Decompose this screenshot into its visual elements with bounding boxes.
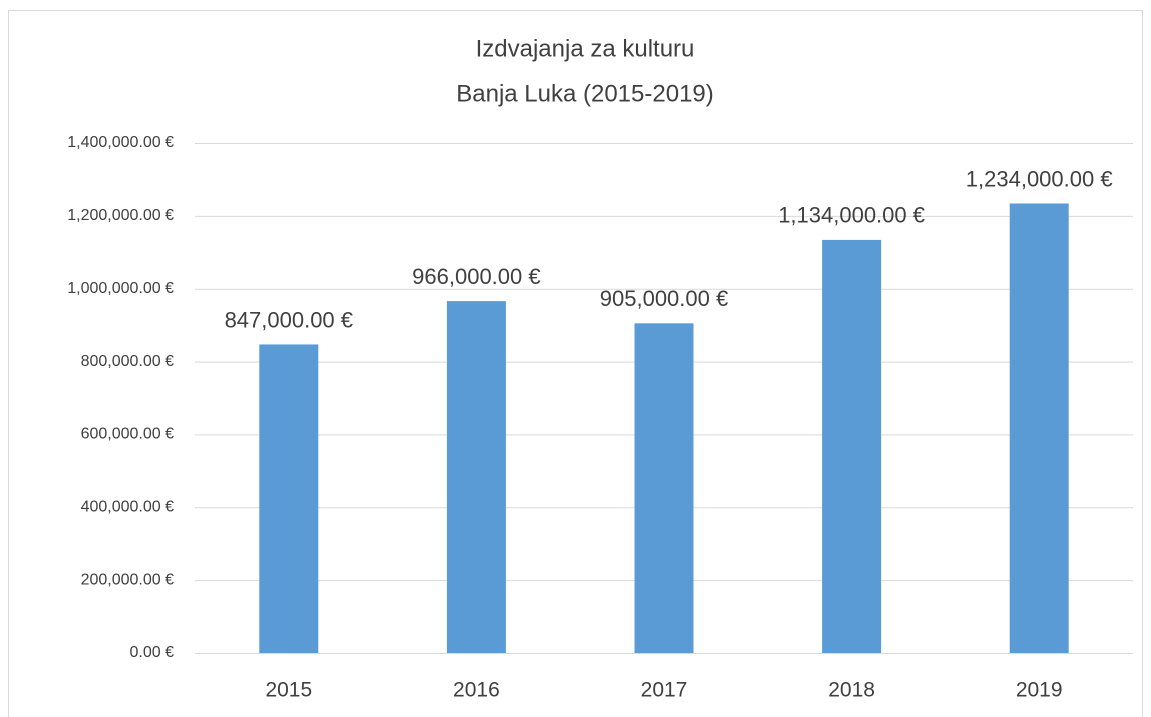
bar [446,301,506,653]
data-label: 905,000.00 € [600,286,728,311]
chart-border [8,10,1143,717]
data-label: 1,134,000.00 € [778,203,925,228]
x-tick-label: 2019 [1016,679,1063,702]
chart-title: Izdvajanja za kulturu [476,35,695,62]
bar [822,239,882,653]
y-tick-label: 1,000,000.00 € [67,280,174,297]
chart-subtitle: Banja Luka (2015-2019) [456,80,714,107]
y-tick-label: 200,000.00 € [81,571,175,588]
bar [1009,203,1069,653]
bar [259,344,319,653]
y-tick-label: 1,200,000.00 € [67,207,174,224]
x-tick-label: 2017 [641,679,688,702]
y-tick-label: 600,000.00 € [81,426,175,443]
y-tick-label: 0.00 € [130,644,175,661]
data-label: 847,000.00 € [225,307,353,332]
y-tick-label: 400,000.00 € [81,499,175,516]
data-label: 966,000.00 € [412,264,540,289]
x-tick-label: 2015 [265,679,312,702]
y-tick-label: 800,000.00 € [81,353,175,370]
y-tick-label: 1,400,000.00 € [67,134,174,151]
x-tick-label: 2018 [828,679,875,702]
data-label: 1,234,000.00 € [966,166,1113,191]
bar [634,323,694,653]
x-tick-label: 2016 [453,679,500,702]
